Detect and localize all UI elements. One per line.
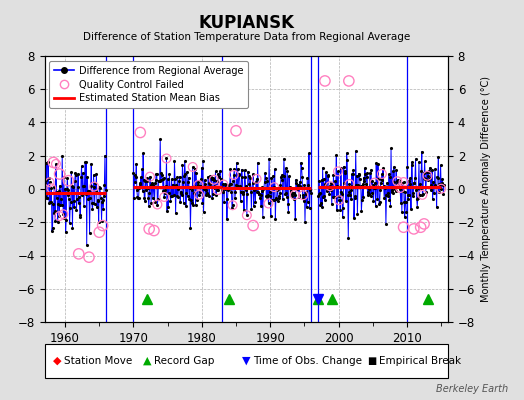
Point: [145, 226, 154, 232]
Point: [410, 226, 418, 232]
Point: [136, 129, 145, 136]
Point: [228, 202, 237, 208]
Point: [195, 192, 203, 198]
Point: [253, 176, 261, 182]
Point: [95, 229, 103, 236]
Point: [321, 78, 329, 84]
Point: [370, 180, 379, 186]
Text: Berkeley Earth: Berkeley Earth: [436, 384, 508, 394]
Point: [52, 161, 60, 167]
Point: [64, 178, 73, 184]
Point: [334, 168, 342, 174]
Point: [290, 192, 299, 198]
Point: [378, 171, 386, 177]
Point: [264, 200, 272, 207]
Text: Empirical Break: Empirical Break: [379, 356, 461, 366]
Text: Record Gap: Record Gap: [154, 356, 214, 366]
Point: [153, 201, 161, 208]
Point: [335, 197, 343, 204]
Point: [46, 179, 54, 186]
Point: [393, 178, 401, 184]
Point: [345, 181, 354, 187]
Point: [90, 183, 99, 190]
Point: [232, 128, 240, 134]
Point: [399, 179, 408, 185]
Text: ◆: ◆: [53, 356, 62, 366]
Text: ▲: ▲: [143, 356, 151, 366]
Text: ▼: ▼: [242, 356, 250, 366]
Point: [299, 192, 308, 198]
Point: [194, 182, 203, 188]
Point: [219, 181, 227, 188]
Point: [47, 185, 56, 192]
Point: [49, 159, 58, 166]
Point: [59, 211, 68, 218]
Text: Difference of Station Temperature Data from Regional Average: Difference of Station Temperature Data f…: [83, 32, 410, 42]
Text: KUPIANSK: KUPIANSK: [198, 14, 294, 32]
Text: Time of Obs. Change: Time of Obs. Change: [253, 356, 362, 366]
Point: [420, 221, 428, 227]
Text: ■: ■: [367, 356, 377, 366]
Point: [150, 227, 158, 234]
Point: [270, 184, 278, 190]
Point: [249, 222, 257, 229]
Point: [210, 176, 218, 183]
Point: [56, 171, 64, 177]
Point: [214, 187, 222, 193]
Point: [162, 155, 171, 162]
Point: [418, 192, 427, 198]
Text: Station Move: Station Move: [64, 356, 133, 366]
Y-axis label: Monthly Temperature Anomaly Difference (°C): Monthly Temperature Anomaly Difference (…: [481, 76, 490, 302]
Point: [99, 222, 107, 229]
Point: [423, 172, 432, 179]
Legend: Difference from Regional Average, Quality Control Failed, Estimated Station Mean: Difference from Regional Average, Qualit…: [49, 61, 248, 108]
Point: [85, 254, 93, 260]
Point: [146, 174, 154, 180]
Point: [437, 186, 445, 192]
Point: [160, 194, 168, 200]
Point: [230, 172, 238, 178]
Point: [396, 185, 405, 191]
Point: [326, 183, 334, 189]
Point: [243, 212, 251, 218]
Point: [345, 78, 353, 84]
Point: [74, 251, 83, 257]
Point: [189, 164, 197, 170]
Point: [417, 224, 425, 230]
Point: [55, 213, 63, 219]
Point: [399, 224, 408, 230]
